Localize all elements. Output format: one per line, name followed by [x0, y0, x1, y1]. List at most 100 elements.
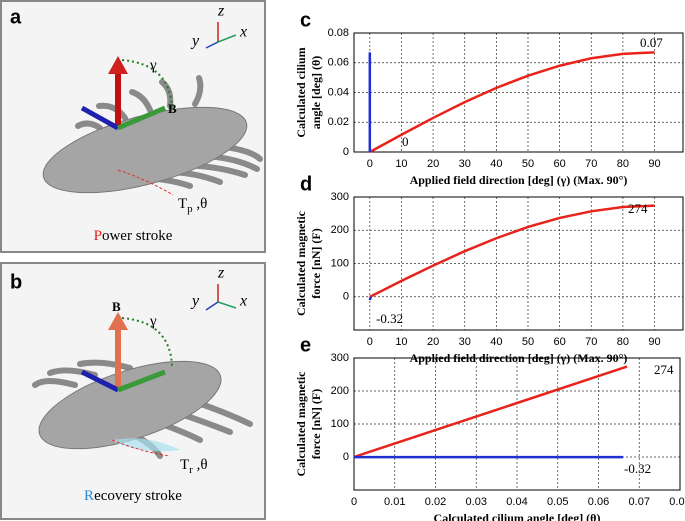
y-arrow [80, 369, 120, 393]
axis-triad [205, 284, 237, 311]
annotation: 274 [654, 362, 674, 377]
field-label: B [168, 101, 177, 116]
angle-label: γ [149, 313, 157, 329]
torque-rest: ,θ [193, 196, 208, 212]
x-tick-label: 10 [395, 158, 407, 170]
data-line [369, 204, 655, 298]
data-line [369, 51, 655, 154]
y-arrow [80, 105, 120, 131]
x-tick-label: 40 [490, 158, 502, 170]
caption-initial: P [94, 228, 102, 244]
y-tick-label: 0.02 [328, 116, 349, 128]
torque-path [111, 439, 171, 457]
y-axis-label: Calculated magnetic [294, 371, 308, 477]
torque-path [117, 169, 174, 196]
y-tick-label: 0.04 [328, 86, 349, 98]
panel-a: a z y x γ B Tp ,θ Power stroke [0, 0, 266, 253]
x-tick-label: 80 [617, 158, 629, 170]
y-axis-label: angle [deg] (θ) [309, 56, 323, 130]
x-tick-label: 40 [490, 336, 502, 348]
y-axis-label: Calculated cilium [294, 47, 308, 137]
x-tick-label: 0.07 [629, 496, 650, 508]
panel-letter: d [300, 173, 312, 195]
torque-symbol: T [178, 196, 187, 212]
caption-rest: ecovery stroke [94, 488, 182, 504]
angle-label: γ [149, 57, 157, 73]
plot-frame [353, 32, 684, 153]
y-tick-label: 100 [331, 257, 349, 269]
y-tick-label: 0.08 [328, 27, 349, 39]
x-tick-label: 0.02 [425, 496, 446, 508]
x-tick-label: 0.03 [466, 496, 487, 508]
x-tick-label: 60 [554, 336, 566, 348]
x-tick-label: 50 [522, 336, 534, 348]
y-tick-label: 0 [343, 291, 349, 303]
x-axis-label: Calculated cilium angle [deg] (θ) [434, 511, 601, 521]
caption: Recovery stroke [84, 488, 182, 504]
x-tick-label: 0 [351, 496, 357, 508]
arrowhead [108, 312, 128, 330]
axis-z: z [217, 265, 225, 282]
x-tick-label: 0 [367, 336, 373, 348]
x-tick-label: 0.06 [588, 496, 609, 508]
y-tick-label: 0.06 [328, 57, 349, 69]
x-tick-label: 0.05 [547, 496, 568, 508]
torque-label: Tr ,θ [180, 457, 208, 475]
torque-label: Tp ,θ [178, 196, 207, 214]
x-tick-label: 50 [522, 158, 534, 170]
field-label: B [112, 299, 121, 314]
x-tick-label: 20 [427, 158, 439, 170]
annotation: 0.07 [640, 35, 663, 50]
axis-z: z [217, 3, 225, 20]
x-tick-label: 70 [585, 336, 597, 348]
panel-letter: c [300, 9, 311, 31]
annotation: -0.32 [624, 461, 651, 476]
x-arrow [117, 105, 166, 131]
caption-rest: ower stroke [102, 228, 173, 244]
caption-initial: R [84, 488, 94, 504]
x-tick-label: 90 [648, 336, 660, 348]
panel-letter: e [300, 334, 311, 356]
axis-y: y [190, 33, 200, 50]
torque-rest: ,θ [193, 457, 208, 473]
y-tick-label: 0 [343, 146, 349, 158]
x-tick-label: 30 [459, 158, 471, 170]
x-tick-label: 90 [648, 158, 660, 170]
data-line [368, 296, 372, 301]
axis-x: x [239, 293, 247, 310]
y-tick-label: 300 [331, 352, 349, 364]
x-arrow [117, 369, 166, 393]
x-axis-label: Applied field direction [deg] (γ) (Max. … [410, 173, 628, 187]
y-tick-label: 100 [331, 418, 349, 430]
y-axis-label: Calculated magnetic [294, 210, 308, 316]
arrowhead [108, 56, 128, 74]
x-tick-label: 0.08 [669, 496, 685, 508]
x-tick-label: 30 [459, 336, 471, 348]
torque-sub: r [189, 464, 193, 476]
torque-sub: p [187, 203, 193, 215]
panel-letter: b [10, 271, 22, 293]
x-tick-label: 80 [617, 336, 629, 348]
x-tick-label: 70 [585, 158, 597, 170]
x-tick-label: 0.04 [506, 496, 527, 508]
y-axis-label: force [nN] (F) [309, 389, 323, 459]
torque-symbol: T [180, 457, 189, 473]
x-tick-label: 10 [395, 336, 407, 348]
y-tick-label: 0 [343, 451, 349, 463]
cell-body [42, 106, 248, 194]
annotation: 0 [402, 134, 409, 149]
swept-area [110, 438, 180, 452]
plot-frame [353, 357, 681, 491]
y-tick-label: 300 [331, 191, 349, 203]
axis-x: x [239, 24, 247, 41]
panel-letter: a [10, 6, 22, 28]
caption: Power stroke [94, 228, 173, 244]
x-tick-label: 20 [427, 336, 439, 348]
y-axis-label: force [nN] (F) [309, 228, 323, 298]
x-tick-label: 60 [554, 158, 566, 170]
y-tick-label: 200 [331, 385, 349, 397]
data-line [353, 365, 628, 459]
x-tick-label: 0.01 [384, 496, 405, 508]
